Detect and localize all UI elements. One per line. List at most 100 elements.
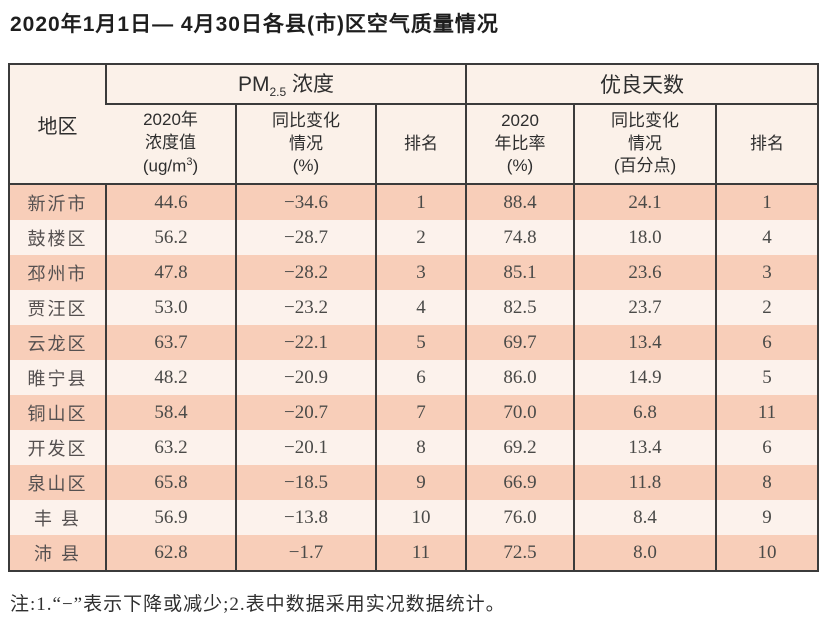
cell-region: 鼓楼区 [9, 220, 106, 255]
cell-pm-value: 63.7 [105, 325, 236, 360]
cell-good-rate: 69.2 [465, 430, 575, 465]
table-row: 睢宁县 48.2 −20.9 6 86.0 14.9 5 [9, 360, 819, 395]
cell-pm-rank: 5 [374, 325, 467, 360]
cell-pm-rank: 4 [374, 290, 467, 325]
cell-good-change: 23.6 [573, 255, 717, 290]
header-pm-value: 2020年 浓度值 (ug/m3) [106, 104, 236, 185]
pm-value-lines: 2020年 浓度值 [143, 110, 198, 153]
cell-pm-rank: 2 [374, 220, 467, 255]
cell-pm-change: −28.7 [235, 220, 376, 255]
pm-unit-open: (ug/m [142, 156, 187, 176]
cell-good-change: 6.8 [573, 395, 717, 430]
cell-good-rank: 1 [715, 184, 819, 220]
cell-pm-rank: 8 [374, 430, 467, 465]
cell-pm-value: 62.8 [105, 535, 236, 571]
cell-good-rank: 3 [715, 255, 819, 290]
cell-good-rank: 9 [715, 500, 819, 535]
cell-good-change: 13.4 [573, 325, 717, 360]
cell-pm-rank: 3 [374, 255, 467, 290]
cell-good-rate: 85.1 [465, 255, 575, 290]
cell-pm-change: −28.2 [235, 255, 376, 290]
cell-pm-rank: 10 [374, 500, 467, 535]
cell-region: 泉山区 [9, 465, 106, 500]
cell-good-change: 24.1 [573, 184, 717, 220]
cell-good-change: 18.0 [573, 220, 717, 255]
cell-region: 邳州市 [9, 255, 106, 290]
cell-good-change: 14.9 [573, 360, 717, 395]
cell-region: 云龙区 [9, 325, 106, 360]
cell-good-rank: 6 [715, 430, 819, 465]
table-row: 鼓楼区 56.2 −28.7 2 74.8 18.0 4 [9, 220, 819, 255]
cell-pm-value: 58.4 [105, 395, 236, 430]
cell-pm-change: −20.1 [235, 430, 376, 465]
cell-good-rate: 82.5 [465, 290, 575, 325]
cell-region: 开发区 [9, 430, 106, 465]
cell-good-rate: 88.4 [465, 184, 575, 220]
cell-good-rank: 5 [715, 360, 819, 395]
table-row: 贾汪区 53.0 −23.2 4 82.5 23.7 2 [9, 290, 819, 325]
table-body: 新沂市 44.6 −34.6 1 88.4 24.1 1 鼓楼区 56.2 −2… [9, 184, 819, 571]
cell-good-change: 23.7 [573, 290, 717, 325]
cell-region: 丰 县 [9, 500, 106, 535]
header-pm-rank: 排名 [374, 104, 467, 185]
cell-pm-value: 56.2 [105, 220, 236, 255]
cell-region: 铜山区 [9, 395, 106, 430]
cell-region: 睢宁县 [9, 360, 106, 395]
cell-good-rate: 66.9 [465, 465, 575, 500]
cell-pm-value: 48.2 [105, 360, 236, 395]
table-row: 沛 县 62.8 −1.7 11 72.5 8.0 10 [9, 535, 819, 571]
table-row: 铜山区 58.4 −20.7 7 70.0 6.8 11 [9, 395, 819, 430]
cell-good-rank: 8 [715, 465, 819, 500]
cell-good-rank: 6 [715, 325, 819, 360]
cell-pm-value: 65.8 [105, 465, 236, 500]
cell-good-change: 11.8 [573, 465, 717, 500]
header-region: 地区 [9, 64, 106, 185]
cell-pm-change: −22.1 [235, 325, 376, 360]
cell-region: 贾汪区 [9, 290, 106, 325]
cell-good-change: 13.4 [573, 430, 717, 465]
cell-pm-rank: 7 [374, 395, 467, 430]
cell-good-rate: 72.5 [465, 535, 575, 571]
pm-unit-sup: 3 [186, 156, 193, 169]
header-pm-change: 同比变化 情况 (%) [235, 104, 376, 185]
cell-pm-value: 63.2 [105, 430, 236, 465]
table-row: 云龙区 63.7 −22.1 5 69.7 13.4 6 [9, 325, 819, 360]
cell-pm-change: −1.7 [235, 535, 376, 571]
pm25-label-subscript: 2.5 [269, 85, 287, 100]
cell-pm-change: −20.7 [235, 395, 376, 430]
cell-good-rate: 69.7 [465, 325, 575, 360]
cell-good-rate: 70.0 [465, 395, 575, 430]
cell-pm-value: 53.0 [105, 290, 236, 325]
header-good-rank: 排名 [715, 104, 819, 185]
table-row: 开发区 63.2 −20.1 8 69.2 13.4 6 [9, 430, 819, 465]
pm-unit-close: ) [192, 156, 199, 176]
cell-pm-rank: 11 [374, 535, 467, 571]
page-title: 2020年1月1日— 4月30日各县(市)区空气质量情况 [10, 13, 499, 36]
header-pm25-group: PM2.5 浓度 [104, 64, 467, 105]
table-footnote: 注:1.“−”表示下降或减少;2.表中数据采用实况数据统计。 [10, 594, 506, 615]
cell-pm-value: 56.9 [105, 500, 236, 535]
cell-pm-change: −18.5 [235, 465, 376, 500]
cell-good-rank: 11 [715, 395, 819, 430]
cell-good-change: 8.0 [573, 535, 717, 571]
cell-pm-rank: 6 [374, 360, 467, 395]
air-quality-table: 地区 PM2.5 浓度 优良天数 2020年 浓度值 (ug/m3) 同比变化 情… [8, 63, 820, 572]
cell-good-rate: 86.0 [465, 360, 575, 395]
cell-pm-rank: 1 [374, 184, 467, 220]
table-row: 丰 县 56.9 −13.8 10 76.0 8.4 9 [9, 500, 819, 535]
cell-pm-change: −13.8 [235, 500, 376, 535]
cell-pm-value: 47.8 [105, 255, 236, 290]
cell-good-rank: 4 [715, 220, 819, 255]
header-good-rate: 2020 年比率 (%) [465, 104, 575, 185]
table-row: 邳州市 47.8 −28.2 3 85.1 23.6 3 [9, 255, 819, 290]
header-good-change: 同比变化 情况 (百分点) [573, 104, 717, 185]
table-header: 地区 PM2.5 浓度 优良天数 2020年 浓度值 (ug/m3) 同比变化 情… [9, 64, 819, 185]
table-row: 新沂市 44.6 −34.6 1 88.4 24.1 1 [9, 184, 819, 220]
cell-region: 沛 县 [9, 535, 106, 571]
pm25-label-main: PM [237, 73, 270, 97]
cell-good-rate: 74.8 [465, 220, 575, 255]
cell-pm-change: −20.9 [235, 360, 376, 395]
header-good-days-group: 优良天数 [465, 64, 819, 105]
cell-pm-rank: 9 [374, 465, 467, 500]
